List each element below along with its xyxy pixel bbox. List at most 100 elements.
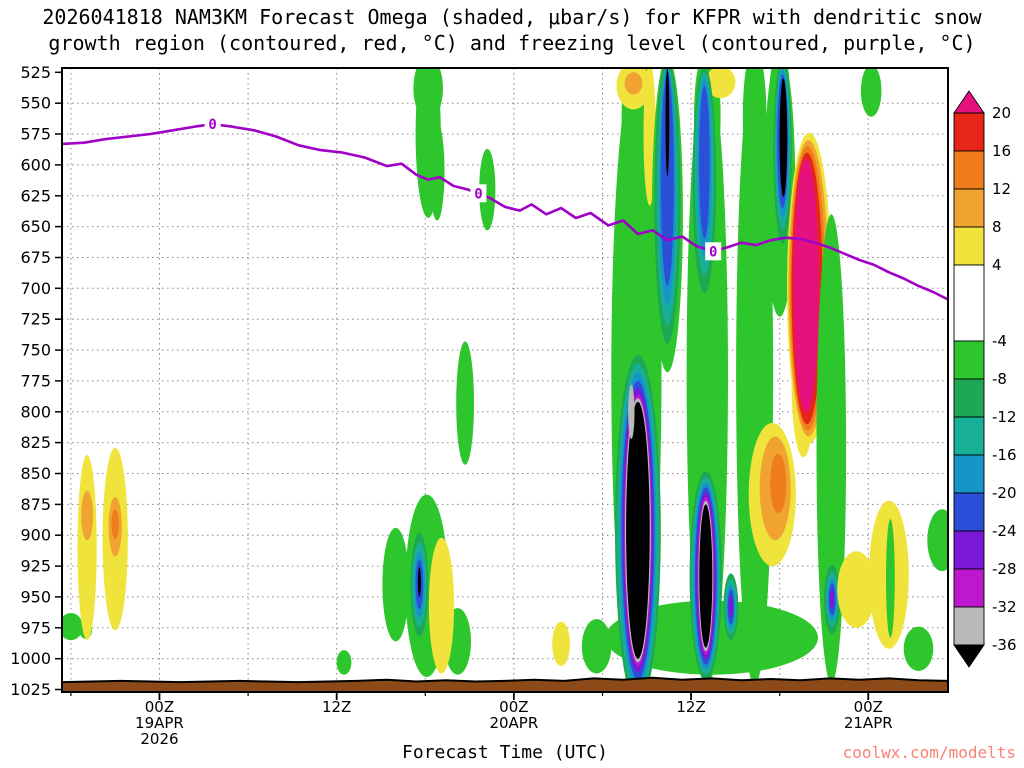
y-tick-label: 750 (20, 341, 51, 360)
colorbar-segment (953, 492, 985, 532)
omega-blob-g1 (62, 613, 83, 641)
y-tick-label: 1000 (10, 649, 51, 668)
omega-blob-blue (660, 73, 674, 286)
omega-blob-blue (699, 85, 710, 239)
colorbar-segment (953, 606, 985, 646)
omega-blob-black (779, 78, 788, 197)
y-axis: 525 550 575 600 625 650 675 700 725 750 775 800 825 8… (10, 63, 62, 699)
colorbar-segment (953, 150, 985, 190)
omega-blob-orange1 (81, 490, 93, 541)
y-tick-label: 725 (20, 310, 51, 329)
colorbar-label: 16 (992, 142, 1011, 160)
omega-blob-gray (628, 384, 635, 439)
colorbar-segment (953, 568, 985, 608)
omega-blob-g1 (742, 68, 767, 184)
omega-field-layer (62, 68, 948, 692)
freezing-level-label: 0 (208, 117, 216, 133)
colorbar-segment (953, 340, 985, 380)
colorbar-segment (953, 416, 985, 456)
colorbar: 20 16 12 8 4 -4 -8 -12 -16 -20 -24 -28 -32 -36 (953, 90, 1017, 668)
omega-blob-g1 (413, 68, 443, 121)
y-tick-label: 775 (20, 371, 51, 390)
omega-blob-yellow (552, 621, 570, 667)
x-tick-label: 00Z (499, 698, 528, 716)
omega-blob-orange1 (624, 72, 643, 95)
freezing-label-bg (470, 184, 487, 203)
chart-title-line1: 2026041818 NAM3KM Forecast Omega (shaded… (42, 5, 982, 29)
y-tick-label: 1025 (10, 680, 51, 699)
y-tick-label: 575 (20, 125, 51, 144)
x-tick-date: 21APR (844, 714, 893, 732)
omega-blob-yellow (837, 551, 876, 628)
omega-blob-pink (793, 158, 819, 413)
y-tick-label: 875 (20, 495, 51, 514)
omega-blob-g1 (886, 519, 895, 638)
x-tick-date: 19APR (135, 714, 184, 732)
y-tick-label: 625 (20, 186, 51, 205)
omega-blob-g1 (382, 527, 410, 642)
colorbar-segment (953, 112, 985, 152)
y-tick-label: 550 (20, 94, 51, 113)
freezing-level-label: 0 (709, 244, 717, 260)
chart-title-line2: growth region (contoured, red, °C) and f… (48, 31, 976, 55)
colorbar-segment (953, 378, 985, 418)
colorbar-over-cap (953, 90, 985, 114)
x-tick-label: 00Z (854, 698, 883, 716)
colorbar-segment (953, 454, 985, 494)
omega-blob-g1 (336, 650, 352, 675)
colorbar-label: 12 (992, 180, 1011, 198)
omega-blob-orange2 (770, 453, 787, 513)
x-tick-label: 12Z (676, 698, 705, 716)
y-tick-label: 675 (20, 248, 51, 267)
colorbar-segment (953, 530, 985, 570)
omega-blob-yellow (77, 454, 97, 641)
freezing-label-bg (705, 242, 722, 261)
colorbar-label: -36 (992, 636, 1017, 654)
colorbar-segment (953, 188, 985, 228)
colorbar-label: -12 (992, 408, 1017, 426)
omega-blob-g1 (479, 148, 496, 231)
colorbar-label: -24 (992, 522, 1017, 540)
y-tick-label: 525 (20, 63, 51, 82)
x-tick-label: 12Z (322, 698, 351, 716)
watermark: coolwx.com/modelts (843, 743, 1016, 762)
y-tick-label: 600 (20, 155, 51, 174)
x-tick-year: 2026 (140, 730, 178, 748)
y-tick-label: 850 (20, 464, 51, 483)
omega-blob-black (626, 401, 650, 659)
omega-blob-g1 (816, 214, 847, 684)
colorbar-label: 20 (992, 104, 1011, 122)
omega-blob-yellow (428, 537, 455, 674)
omega-blob-violet (728, 595, 734, 618)
omega-blob-orange2 (111, 509, 119, 539)
omega-blob-g1 (581, 619, 612, 674)
colorbar-under-cap (953, 644, 985, 668)
omega-blob-g1 (903, 626, 934, 671)
x-tick-date: 20APR (489, 714, 538, 732)
y-tick-label: 800 (20, 402, 51, 421)
omega-blob-black (699, 504, 713, 648)
colorbar-label: -20 (992, 484, 1017, 502)
y-tick-label: 900 (20, 526, 51, 545)
colorbar-segment (953, 226, 985, 266)
x-tick-label: 00Z (145, 698, 174, 716)
y-tick-label: 650 (20, 217, 51, 236)
colorbar-label: -8 (992, 370, 1007, 388)
terrain (62, 676, 948, 692)
x-axis-title: Forecast Time (UTC) (402, 742, 608, 763)
y-tick-label: 700 (20, 279, 51, 298)
omega-blob-g1 (927, 509, 948, 572)
omega-blob-g1 (429, 121, 445, 221)
colorbar-label: -32 (992, 598, 1017, 616)
freezing-label-bg (204, 115, 221, 134)
omega-blob-g1 (456, 341, 474, 465)
colorbar-segment (953, 264, 985, 342)
omega-blob-black (665, 68, 670, 176)
freezing-level-label: 0 (474, 186, 482, 202)
y-tick-label: 950 (20, 587, 51, 606)
colorbar-label: -28 (992, 560, 1017, 578)
colorbar-label: -16 (992, 446, 1017, 464)
